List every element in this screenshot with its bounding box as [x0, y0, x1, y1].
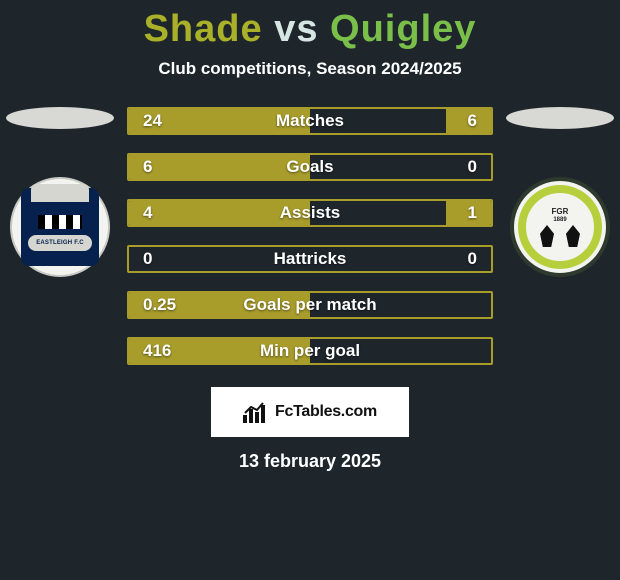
club-badge-right: FGR 1889 — [510, 177, 610, 277]
stat-label: Matches — [189, 111, 431, 131]
stat-value-right: 6 — [431, 111, 491, 131]
club-badge-left: EASTLEIGH F.C — [10, 177, 110, 277]
stat-value-left: 6 — [129, 157, 189, 177]
figure-icon — [540, 225, 554, 247]
stat-value-left: 0.25 — [129, 295, 189, 315]
country-oval-left — [6, 107, 114, 129]
stat-label: Goals per match — [189, 295, 431, 315]
country-oval-right — [506, 107, 614, 129]
stat-row: 24Matches6 — [127, 107, 493, 135]
branding-text: FcTables.com — [275, 403, 377, 421]
badge-left-banner: EASTLEIGH F.C — [28, 235, 92, 251]
stat-label: Hattricks — [189, 249, 431, 269]
stat-value-left: 416 — [129, 341, 189, 361]
club-badge-left-shield: EASTLEIGH F.C — [21, 188, 99, 266]
stat-value-right: 0 — [431, 157, 491, 177]
stat-row: 0Hattricks0 — [127, 245, 493, 273]
stats-table: 24Matches66Goals04Assists10Hattricks00.2… — [127, 107, 493, 365]
stat-row: 0.25Goals per match — [127, 291, 493, 319]
stat-label: Min per goal — [189, 341, 431, 361]
comparison-area: EASTLEIGH F.C FGR 1889 24Matches66Goals0… — [0, 107, 620, 365]
right-column: FGR 1889 — [500, 107, 620, 277]
stat-row: 6Goals0 — [127, 153, 493, 181]
title-player-right: Quigley — [330, 8, 476, 50]
stat-value-left: 24 — [129, 111, 189, 131]
badge-right-figures — [540, 225, 580, 247]
title-separator: vs — [274, 8, 318, 50]
stat-label: Goals — [189, 157, 431, 177]
stat-row: 4Assists1 — [127, 199, 493, 227]
page-title: Shade vs Quigley — [0, 0, 620, 51]
title-player-left: Shade — [144, 8, 263, 50]
badge-right-initials: FGR — [552, 207, 569, 216]
stat-value-left: 4 — [129, 203, 189, 223]
badge-left-checker — [38, 215, 82, 229]
stat-value-right: 1 — [431, 203, 491, 223]
stat-row: 416Min per goal — [127, 337, 493, 365]
subtitle: Club competitions, Season 2024/2025 — [0, 59, 620, 79]
branding-banner[interactable]: FcTables.com — [211, 387, 409, 437]
stat-label: Assists — [189, 203, 431, 223]
figure-icon — [566, 225, 580, 247]
stat-value-left: 0 — [129, 249, 189, 269]
badge-left-crest-top — [31, 184, 89, 202]
comparison-date: 13 february 2025 — [0, 451, 620, 472]
badge-right-core: FGR 1889 — [534, 201, 586, 253]
stat-value-right: 0 — [431, 249, 491, 269]
badge-right-year: 1889 — [553, 217, 566, 223]
fctables-logo-icon — [243, 401, 269, 423]
left-column: EASTLEIGH F.C — [0, 107, 120, 277]
